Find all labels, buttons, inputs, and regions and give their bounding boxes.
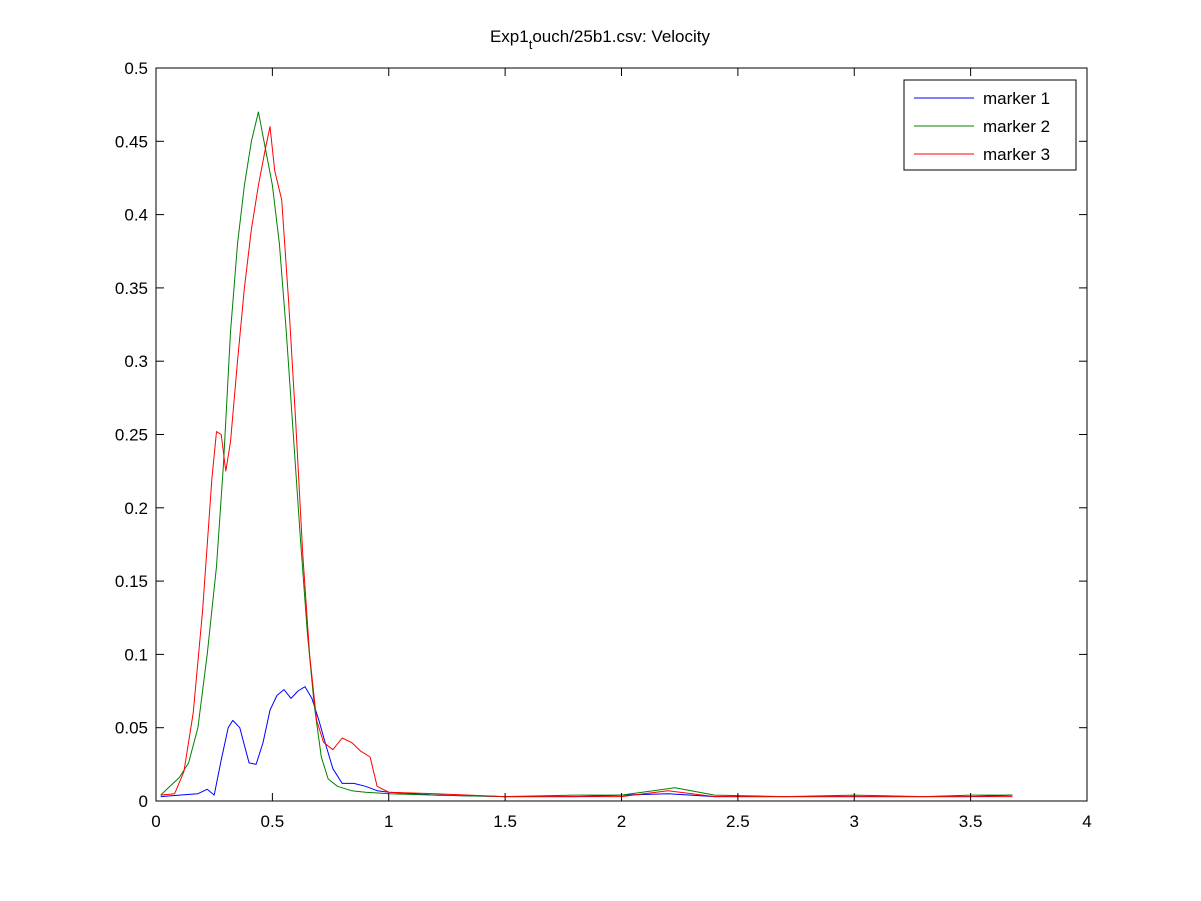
series-layer	[160, 111, 1013, 798]
plot-area	[156, 68, 1087, 801]
x-tick-label: 3	[850, 812, 859, 831]
legend-entries: marker 1 marker 2 marker 3	[914, 89, 1050, 164]
x-tick-label: 2	[617, 812, 626, 831]
series-line-marker-2	[160, 111, 1013, 798]
y-tick-label: 0	[139, 792, 148, 811]
y-axis: 0 0.05 0.1 0.15 0.2 0.25 0.3 0.35 0.4 0.45 0.5	[115, 59, 1087, 811]
y-tick-label: 0.2	[124, 499, 148, 518]
series-line-marker-3	[160, 126, 1013, 798]
chart-title-subscript: t	[529, 37, 533, 52]
y-tick-label: 0.1	[124, 645, 148, 664]
legend-box	[903, 79, 1077, 171]
x-tick-label: 1.5	[493, 812, 517, 831]
chart-title-main: Exp1	[490, 27, 529, 46]
x-axis: 0 0.5 1 1.5 2 2.5 3 3.5 4	[151, 68, 1092, 831]
y-tick-label: 0.35	[115, 279, 148, 298]
x-tick-label: 2.5	[726, 812, 750, 831]
y-tick-label: 0.4	[124, 206, 148, 225]
legend-label-marker-2: marker 2	[983, 117, 1050, 136]
y-tick-label: 0.05	[115, 719, 148, 738]
series-line-marker-1	[160, 686, 1013, 798]
x-tick-label: 0.5	[261, 812, 285, 831]
y-tick-label: 0.15	[115, 572, 148, 591]
x-tick-label: 1	[384, 812, 393, 831]
legend-label-marker-3: marker 3	[983, 145, 1050, 164]
legend-label-marker-1: marker 1	[983, 89, 1050, 108]
y-tick-label: 0.25	[115, 426, 148, 445]
y-tick-label: 0.3	[124, 352, 148, 371]
chart-title: Exp1touch/25b1.csv: Velocity	[490, 27, 711, 52]
x-tick-label: 3.5	[959, 812, 983, 831]
legend: marker 1 marker 2 marker 3	[903, 79, 1077, 171]
x-tick-label: 4	[1082, 812, 1091, 831]
y-tick-label: 0.45	[115, 132, 148, 151]
chart-title-rest: ouch/25b1.csv: Velocity	[532, 27, 710, 46]
y-tick-label: 0.5	[124, 59, 148, 78]
x-tick-label: 0	[151, 812, 160, 831]
